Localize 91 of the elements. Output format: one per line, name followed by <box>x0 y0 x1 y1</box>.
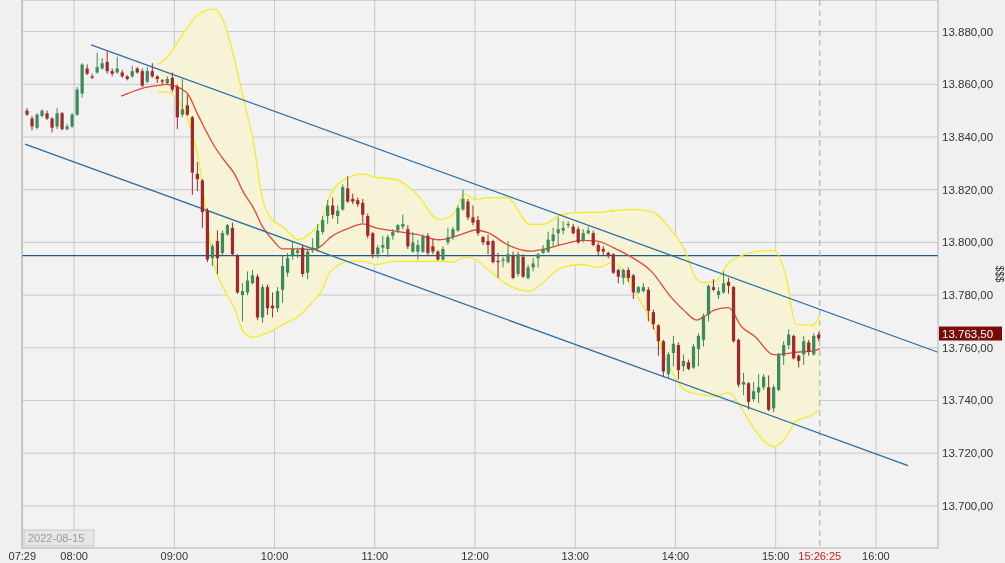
candlestick <box>751 381 756 403</box>
candlestick <box>631 273 635 300</box>
text: 13.763,50 <box>942 327 994 340</box>
y-tick-label: 13.760,00 <box>942 341 994 354</box>
candlestick <box>721 270 726 295</box>
candlestick <box>671 335 676 367</box>
candlestick <box>140 68 144 88</box>
y-tick-label: 13.780,00 <box>942 289 994 302</box>
candlestick <box>406 224 410 250</box>
x-tick-label: 10:00 <box>260 550 289 562</box>
candlestick <box>691 343 696 370</box>
candlestick <box>511 251 515 280</box>
candlestick <box>346 176 350 204</box>
candlestick <box>741 372 746 396</box>
candlestick <box>55 107 59 130</box>
candlestick <box>656 323 661 357</box>
candlestick <box>341 183 345 212</box>
candlestick <box>782 340 786 366</box>
candlestick <box>812 332 816 357</box>
candlestick <box>105 50 109 75</box>
candlestick <box>521 253 525 279</box>
y-tick-label: 13.800,00 <box>942 236 994 249</box>
y-tick-label: 13.740,00 <box>942 394 994 407</box>
candlestick <box>185 94 189 117</box>
candlestick <box>466 198 470 221</box>
candlestick <box>240 282 245 322</box>
candlestick <box>772 384 776 413</box>
candlestick <box>746 381 751 411</box>
candlestick <box>651 309 656 330</box>
candlestick <box>361 198 365 224</box>
y-tick-label: 13.820,00 <box>942 183 994 196</box>
candlestick <box>516 251 520 278</box>
candlestick <box>285 252 290 278</box>
candlestick <box>180 78 184 118</box>
candlestick <box>210 243 215 267</box>
line-series <box>156 91 821 448</box>
x-tick-label: 08:00 <box>60 550 88 562</box>
candlestick <box>531 257 535 272</box>
candlestick <box>411 231 415 254</box>
x-tick-label: 07:29 <box>8 550 37 562</box>
candlestick <box>306 248 310 280</box>
line-series <box>156 8 821 327</box>
candlestick <box>25 107 29 117</box>
y-tick-label: 13.840,00 <box>942 131 994 143</box>
candlestick <box>611 252 615 275</box>
candlestick <box>802 335 806 366</box>
candlestick <box>416 239 420 261</box>
candlestick <box>215 230 220 275</box>
candlestick <box>290 240 295 261</box>
candlestick <box>551 227 555 247</box>
x-tick-label: 09:00 <box>160 550 189 562</box>
ref-line-label: 15:26:25 <box>798 550 842 562</box>
x-tick-label: 11:00 <box>361 550 389 562</box>
candlestick <box>331 197 335 220</box>
y-tick-label: 13.700,00 <box>942 499 994 512</box>
candlestick <box>371 231 375 259</box>
y-tick-label: 13.720,00 <box>942 447 994 460</box>
candlestick <box>265 284 270 316</box>
candlestick <box>541 244 545 255</box>
annotation: 2022-08-15 <box>28 532 85 544</box>
candlestick <box>280 255 285 304</box>
y-tick-label: 13.860,00 <box>942 78 994 91</box>
candlestick <box>767 374 771 412</box>
candlestick <box>696 332 701 367</box>
candlestick <box>60 111 64 131</box>
candlestick <box>756 373 761 404</box>
candlestick <box>30 115 34 131</box>
candlestick <box>536 252 540 268</box>
y-tick-label: 13.880,00 <box>942 25 994 38</box>
candlestick <box>701 313 706 347</box>
candlestick <box>556 216 560 246</box>
candlestick <box>646 286 650 322</box>
candlestick <box>666 351 671 379</box>
y-axis-title: $$$ <box>994 265 1005 283</box>
candlestick <box>275 286 280 313</box>
x-tick-label: 16:00 <box>862 550 890 562</box>
candlestick <box>792 334 796 361</box>
candlestick <box>446 227 450 246</box>
candlestick <box>421 233 425 254</box>
candlestick <box>386 233 390 258</box>
candlestick <box>546 231 550 254</box>
x-tick-label: 12:00 <box>461 550 489 562</box>
candlestick <box>316 223 320 253</box>
candlestick <box>220 230 225 257</box>
candlestick <box>170 71 174 93</box>
x-tick-label: 14:00 <box>661 550 690 562</box>
candlestick <box>366 212 370 239</box>
candlestick <box>50 116 54 134</box>
candlestick <box>321 215 325 235</box>
x-tick-label: 15:00 <box>761 550 790 562</box>
x-tick-label: 13:00 <box>561 550 589 562</box>
